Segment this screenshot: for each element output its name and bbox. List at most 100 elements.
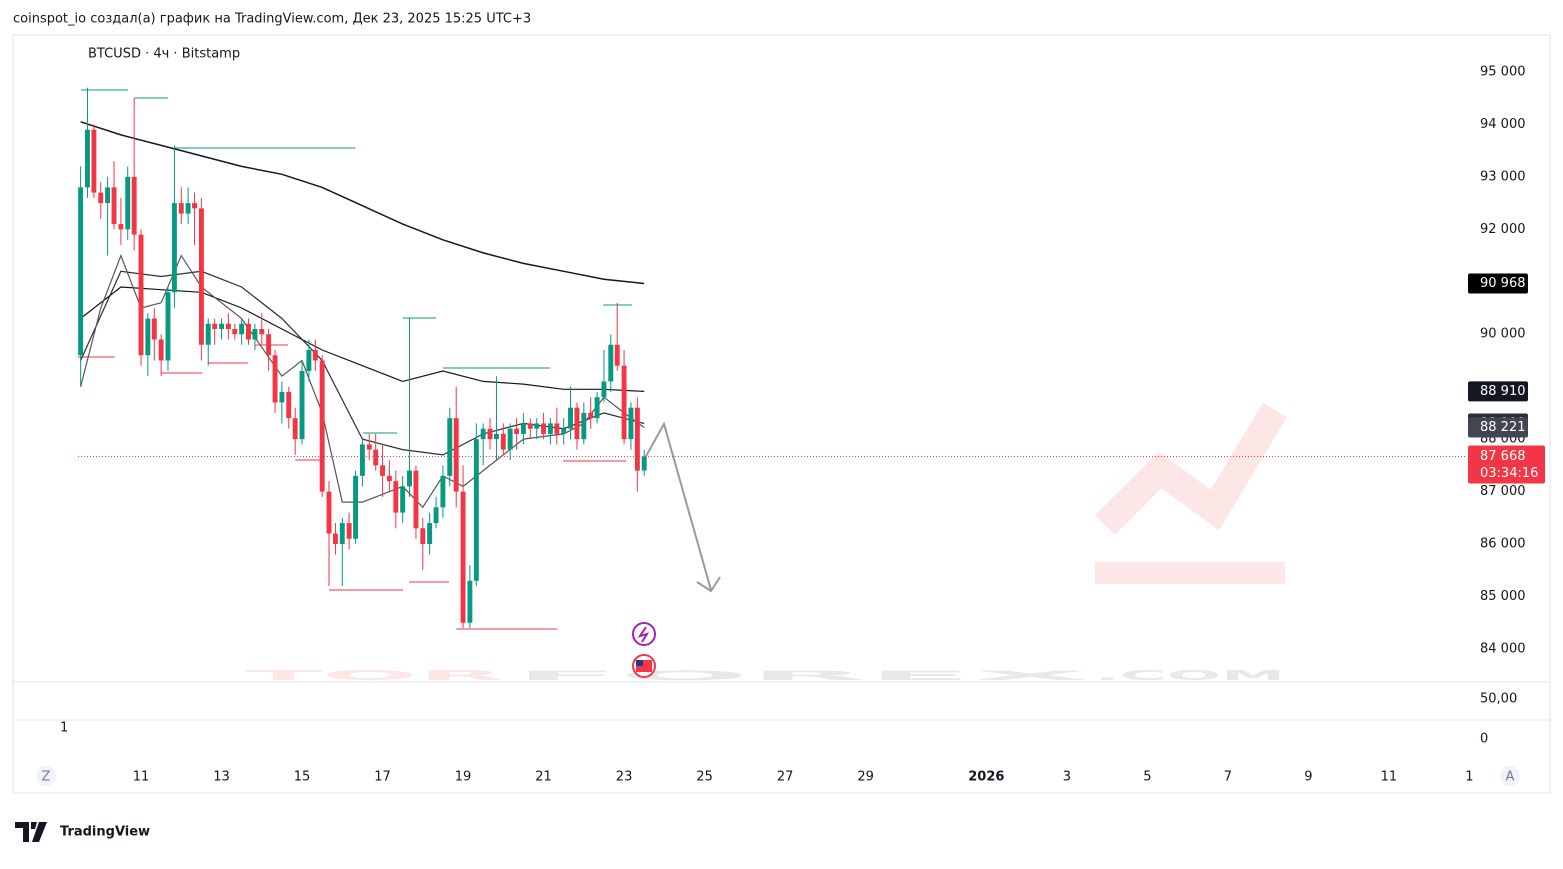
candle-body [487, 428, 493, 440]
candle-body [467, 580, 473, 623]
x-tick-label: 25 [696, 770, 713, 785]
candle-body [105, 187, 111, 204]
candle-body [178, 203, 184, 214]
y-tick-label: 95 000 [1480, 64, 1526, 79]
candle-body [574, 407, 580, 440]
drawn-arrow-head [696, 576, 721, 593]
x-tick-label: 11 [133, 770, 150, 785]
axis-button[interactable] [36, 766, 56, 786]
countdown-label: 03:34:16 [1480, 466, 1538, 481]
watermark-text: FOREX [515, 669, 1090, 684]
flag-icon [636, 660, 643, 666]
candle-body [413, 470, 419, 529]
chart-frame [12, 34, 1551, 794]
price-tag [1468, 273, 1528, 294]
y-tick-label: 85 000 [1480, 589, 1526, 604]
watermark-bar [1095, 562, 1285, 584]
watermark-text: .COM [1095, 669, 1285, 684]
candle-body [118, 224, 124, 230]
candle-body [346, 523, 352, 539]
candle-body [420, 528, 426, 545]
candle-body [614, 344, 620, 366]
moving-average [80, 286, 645, 392]
symbol-title: BTCUSD · 4ч · Bitstamp [88, 47, 240, 62]
watermark: TOR FOREX .COM [245, 402, 1288, 684]
candle-body [400, 486, 406, 513]
footer-logo: TradingView [15, 822, 150, 842]
candle-body [514, 428, 520, 434]
price-tag-label: 88 910 [1480, 384, 1526, 399]
x-tick-label: 19 [455, 770, 472, 785]
pane-tick-label: 0 [1480, 732, 1488, 747]
candle-body [453, 418, 459, 492]
logo-text: TradingView [60, 825, 150, 840]
pane-label: 1 [60, 721, 68, 736]
watermark-text: TOR [245, 669, 505, 684]
candle-body [520, 423, 526, 434]
candle-body [601, 381, 607, 398]
axis-button[interactable] [1500, 766, 1520, 786]
moving-average [80, 270, 645, 456]
candle-body [554, 423, 560, 434]
y-tick-label: 86 000 [1480, 537, 1526, 552]
price-tag-label: 87 668 [1480, 449, 1526, 464]
candle-body [151, 318, 157, 340]
candle-body [299, 370, 305, 440]
candle-body [219, 323, 224, 329]
x-tick-label: 5 [1143, 770, 1151, 785]
y-tick-label: 93 000 [1480, 169, 1526, 184]
candle-body [588, 412, 594, 419]
x-tick-label: 9 [1304, 770, 1312, 785]
y-tick-label: 92 000 [1480, 222, 1526, 237]
candle-body [581, 412, 587, 440]
x-tick-label: 27 [777, 770, 794, 785]
candle-body [125, 176, 131, 230]
candle-body [493, 433, 499, 440]
candle-body [547, 423, 553, 434]
y-tick-label: 84 000 [1480, 641, 1526, 656]
candle-body [541, 423, 547, 434]
x-tick-label: 17 [374, 770, 391, 785]
price-tag-label: 90 968 [1480, 276, 1526, 291]
x-tick-label: 29 [857, 770, 874, 785]
candle-body [131, 176, 137, 235]
candle-body [641, 456, 647, 471]
moving-average [80, 253, 645, 509]
candle-body [306, 349, 312, 371]
candle-body [259, 328, 265, 335]
candle-body [373, 449, 379, 466]
candle-body [171, 203, 177, 293]
candle-body [460, 491, 466, 623]
price-tag-label: 88 221 [1480, 420, 1526, 435]
pane-tick-label: 50,00 [1480, 692, 1517, 707]
candle-body [326, 491, 332, 534]
candle-body [279, 391, 285, 403]
candle-body [319, 360, 325, 492]
x-tick-label: 7 [1224, 770, 1232, 785]
x-tick-label: 13 [213, 770, 230, 785]
candle-body [500, 433, 506, 450]
candle-body [380, 465, 386, 476]
event-icon-bolt [637, 626, 650, 643]
candle-body [568, 407, 573, 429]
candle-body [386, 475, 392, 482]
candle-body [138, 234, 144, 356]
candle-body [192, 203, 198, 209]
y-tick-label: 94 000 [1480, 117, 1526, 132]
candle-body [252, 328, 258, 340]
candle-body [608, 344, 614, 382]
candle-body [232, 328, 238, 335]
candle-body [185, 203, 191, 214]
candle-body [393, 481, 399, 513]
candle-body [225, 323, 231, 329]
candle-body [246, 323, 251, 340]
axis-button-label: A [1506, 770, 1515, 785]
candle-body [427, 523, 433, 545]
candle-body [359, 444, 365, 476]
price-tag [1468, 381, 1528, 402]
candle-body [628, 407, 634, 440]
candle-body [239, 323, 245, 335]
x-tick-label: 2026 [968, 770, 1004, 785]
x-tick-label: 11 [1381, 770, 1398, 785]
drawn-arrow [644, 421, 712, 591]
